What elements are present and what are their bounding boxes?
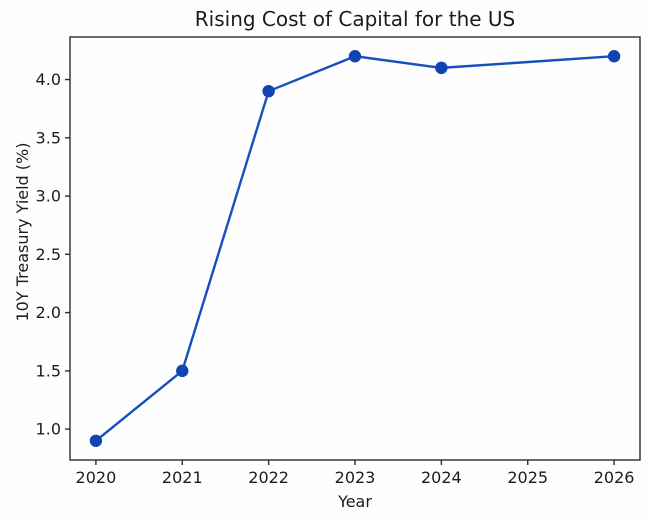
- x-tick-label: 2022: [248, 468, 289, 487]
- x-tick-label: 2020: [76, 468, 117, 487]
- y-tick-label: 3.5: [36, 128, 61, 147]
- y-tick-label: 2.5: [36, 245, 61, 264]
- y-tick-label: 3.0: [36, 187, 61, 206]
- x-tick-label: 2023: [335, 468, 376, 487]
- series-line: [94, 55, 616, 442]
- data-point: [348, 50, 362, 63]
- x-axis-label: Year: [337, 492, 372, 511]
- x-tick-label: 2024: [421, 468, 462, 487]
- x-tick-label: 2025: [507, 468, 548, 487]
- data-point: [435, 61, 448, 75]
- data-point: [176, 364, 189, 378]
- plot-frame: [69, 36, 641, 461]
- y-tick-label: 4.0: [36, 70, 61, 89]
- x-tick-label: 2021: [162, 468, 203, 487]
- y-axis-ticks: 1.0 1.5 2.0 2.5 3.0 3.5 4.0: [36, 70, 70, 439]
- y-tick-label: 2.0: [36, 303, 61, 322]
- y-axis-label: 10Y Treasury Yield (%): [13, 143, 32, 322]
- chart-title: Rising Cost of Capital for the US: [195, 7, 515, 31]
- x-tick-label: 2026: [594, 468, 635, 487]
- series-markers: [89, 50, 621, 447]
- data-point: [89, 434, 103, 447]
- x-axis-ticks: 2020 2021 2022 2023 2024 2025 2026: [76, 460, 635, 487]
- data-point: [607, 50, 621, 63]
- y-tick-label: 1.0: [36, 420, 61, 439]
- y-tick-label: 1.5: [36, 361, 61, 380]
- data-point: [262, 84, 275, 98]
